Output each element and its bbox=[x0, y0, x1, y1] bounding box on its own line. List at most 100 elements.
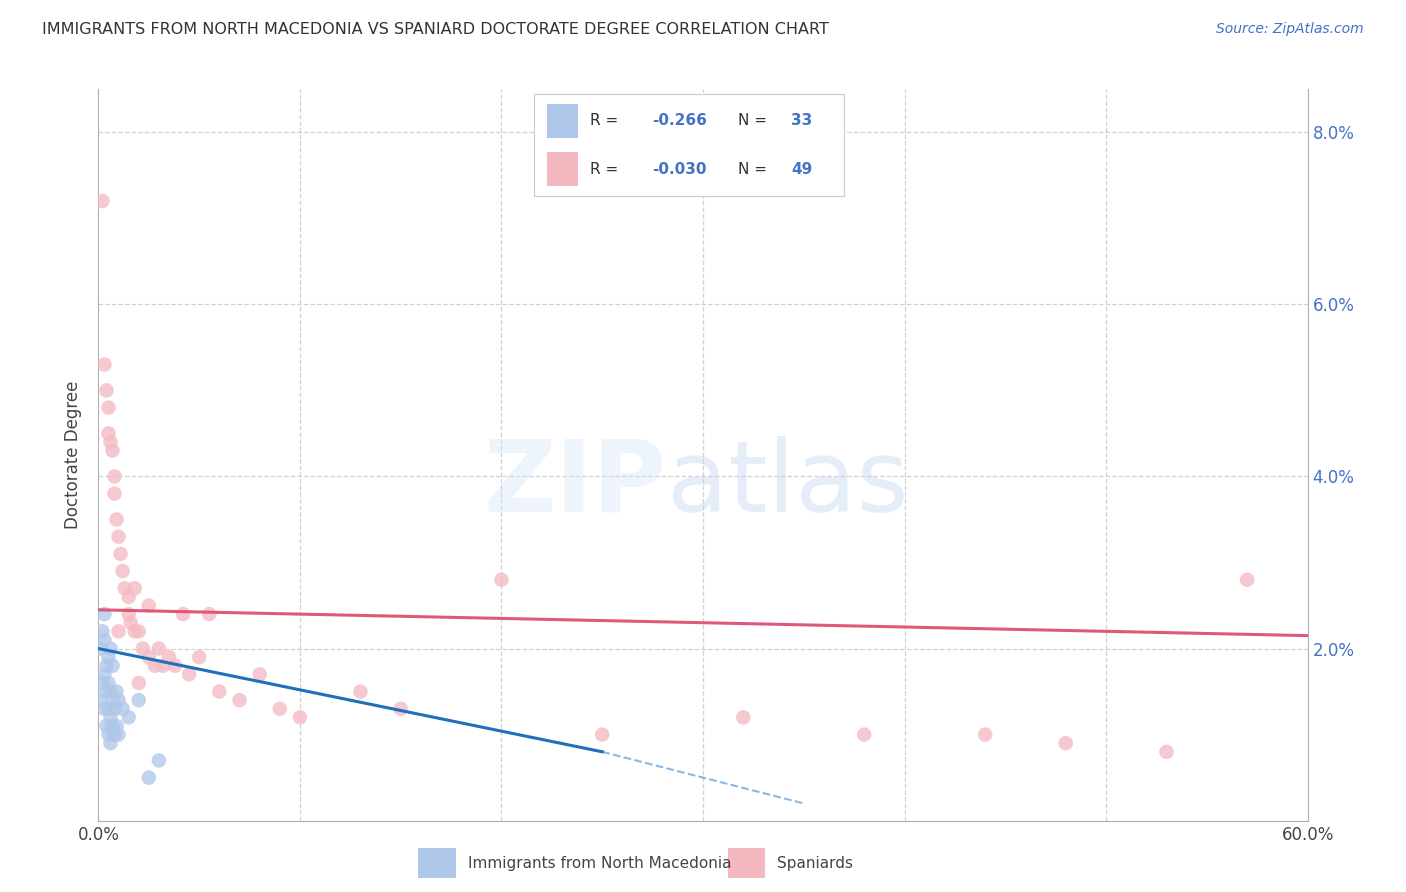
Y-axis label: Doctorate Degree: Doctorate Degree bbox=[65, 381, 83, 529]
Point bbox=[389, 702, 412, 716]
Text: Spaniards: Spaniards bbox=[778, 855, 853, 871]
Point bbox=[132, 641, 155, 656]
Point bbox=[143, 658, 166, 673]
Point bbox=[114, 582, 136, 596]
Point bbox=[733, 710, 755, 724]
Point bbox=[100, 435, 122, 450]
Point bbox=[118, 607, 141, 621]
Text: R =: R = bbox=[591, 113, 623, 128]
Point bbox=[107, 693, 129, 707]
Text: R =: R = bbox=[591, 161, 623, 177]
Point bbox=[349, 684, 371, 698]
Point bbox=[179, 667, 201, 681]
Point bbox=[491, 573, 513, 587]
Point bbox=[1054, 736, 1077, 750]
Point bbox=[107, 624, 129, 639]
Point bbox=[249, 667, 271, 681]
Point bbox=[97, 426, 120, 441]
Point bbox=[96, 719, 118, 733]
Point bbox=[103, 486, 125, 500]
Point bbox=[91, 194, 114, 208]
Point bbox=[101, 658, 124, 673]
Point bbox=[105, 684, 128, 698]
Point bbox=[148, 753, 170, 767]
Point bbox=[101, 443, 124, 458]
Point bbox=[591, 728, 613, 742]
Point bbox=[100, 710, 122, 724]
Point bbox=[100, 641, 122, 656]
Point bbox=[148, 641, 170, 656]
Point bbox=[107, 530, 129, 544]
Point bbox=[93, 667, 115, 681]
Point bbox=[111, 564, 134, 578]
Point bbox=[100, 684, 122, 698]
Point bbox=[91, 624, 114, 639]
Point bbox=[97, 728, 120, 742]
Point bbox=[101, 693, 124, 707]
Text: N =: N = bbox=[738, 161, 772, 177]
Point bbox=[228, 693, 250, 707]
Point bbox=[93, 702, 115, 716]
Point bbox=[124, 582, 146, 596]
Point bbox=[93, 632, 115, 647]
Point bbox=[110, 547, 132, 561]
Point bbox=[138, 771, 160, 785]
Point bbox=[96, 658, 118, 673]
Text: -0.266: -0.266 bbox=[652, 113, 707, 128]
Point bbox=[97, 676, 120, 690]
Point bbox=[93, 607, 115, 621]
Point bbox=[1236, 573, 1258, 587]
Point bbox=[89, 641, 111, 656]
Point bbox=[97, 650, 120, 665]
Point bbox=[172, 607, 194, 621]
Bar bbox=[728, 848, 765, 878]
Point bbox=[138, 650, 160, 665]
Text: -0.030: -0.030 bbox=[652, 161, 706, 177]
Point bbox=[97, 702, 120, 716]
Point bbox=[138, 599, 160, 613]
Point bbox=[128, 676, 150, 690]
Point bbox=[89, 693, 111, 707]
Point bbox=[103, 702, 125, 716]
Point bbox=[105, 719, 128, 733]
Point bbox=[111, 702, 134, 716]
Bar bbox=[547, 104, 578, 137]
Text: N =: N = bbox=[738, 113, 772, 128]
Point bbox=[974, 728, 997, 742]
Text: 49: 49 bbox=[792, 161, 813, 177]
Point bbox=[103, 728, 125, 742]
Text: atlas: atlas bbox=[666, 435, 908, 533]
Point bbox=[188, 650, 211, 665]
Point bbox=[118, 710, 141, 724]
Point bbox=[91, 676, 114, 690]
Point bbox=[107, 728, 129, 742]
Point bbox=[118, 590, 141, 604]
Point bbox=[853, 728, 876, 742]
Point bbox=[103, 469, 125, 483]
Text: Source: ZipAtlas.com: Source: ZipAtlas.com bbox=[1216, 22, 1364, 37]
Point bbox=[269, 702, 291, 716]
Point bbox=[97, 401, 120, 415]
Point bbox=[105, 512, 128, 526]
Point bbox=[100, 736, 122, 750]
Point bbox=[120, 615, 142, 630]
Point bbox=[1156, 745, 1178, 759]
Point bbox=[208, 684, 231, 698]
Point bbox=[288, 710, 311, 724]
Point bbox=[101, 719, 124, 733]
Text: IMMIGRANTS FROM NORTH MACEDONIA VS SPANIARD DOCTORATE DEGREE CORRELATION CHART: IMMIGRANTS FROM NORTH MACEDONIA VS SPANI… bbox=[42, 22, 830, 37]
Point bbox=[93, 358, 115, 372]
Point bbox=[198, 607, 221, 621]
Bar bbox=[547, 153, 578, 186]
Point bbox=[152, 658, 174, 673]
Text: ZIP: ZIP bbox=[484, 435, 666, 533]
Point bbox=[96, 384, 118, 398]
Point bbox=[128, 693, 150, 707]
Point bbox=[124, 624, 146, 639]
Point bbox=[163, 658, 186, 673]
Text: 33: 33 bbox=[792, 113, 813, 128]
Bar bbox=[419, 848, 456, 878]
Point bbox=[96, 684, 118, 698]
Point bbox=[157, 650, 180, 665]
Point bbox=[128, 624, 150, 639]
